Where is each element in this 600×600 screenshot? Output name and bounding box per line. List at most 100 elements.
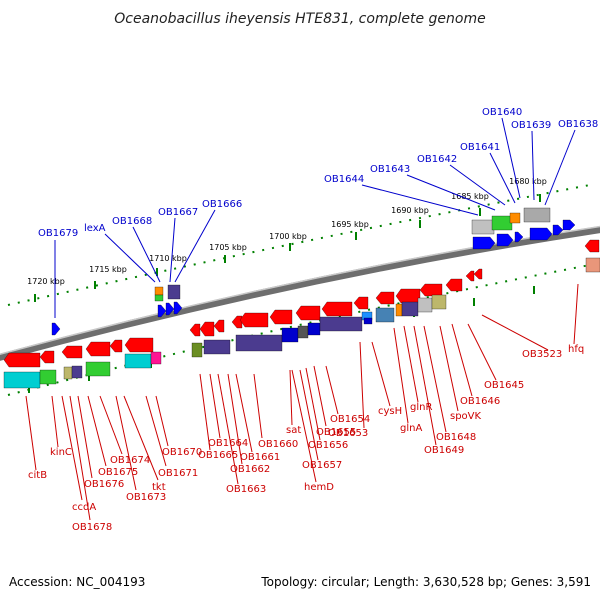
bottom-connector-line	[289, 369, 293, 426]
scale-label: 1680 kbp	[509, 177, 547, 186]
reverse-gene-arrow	[584, 239, 600, 253]
forward-gene-arrow	[157, 304, 167, 318]
bottom-connector-line	[155, 395, 169, 447]
top-connector-line	[501, 117, 521, 199]
gene-label-bottom: OB1674	[110, 455, 150, 466]
gene-label-bottom: OB1653	[328, 428, 368, 439]
lower-feature-box	[417, 297, 433, 313]
top-connector-line	[361, 184, 479, 216]
bottom-connector-line	[61, 395, 83, 501]
lower-feature-box	[395, 303, 403, 317]
upper-feature-box	[471, 219, 495, 235]
bottom-connector-line	[69, 395, 91, 521]
reverse-gene-arrow	[213, 319, 225, 333]
bottom-connector-line	[77, 395, 93, 479]
reverse-gene-arrow	[124, 337, 154, 353]
lower-feature-box	[375, 307, 395, 323]
gene-label-top: OB1644	[324, 174, 364, 185]
gene-label-bottom: OB1662	[230, 464, 270, 475]
figure-title: Oceanobacillus iheyensis HTE831, complet…	[114, 11, 485, 27]
lower-feature-box	[281, 327, 299, 343]
top-connector-line	[174, 209, 216, 283]
label-connectors	[25, 117, 579, 521]
gene-label-bottom: OB1654	[330, 414, 370, 425]
gene-label-bottom: OB1673	[126, 492, 166, 503]
bottom-connector-line	[403, 325, 419, 403]
reverse-gene-arrow	[445, 278, 463, 292]
upper-feature-box	[509, 212, 521, 224]
upper-feature-box	[154, 286, 164, 296]
bottom-connector-line	[371, 341, 391, 407]
scale-label: 1715 kbp	[89, 265, 127, 274]
bottom-connector-line	[481, 314, 549, 351]
forward-gene-arrow	[173, 301, 183, 315]
gene-label-bottom: OB1660	[258, 439, 298, 450]
reverse-gene-arrow	[189, 323, 201, 337]
scale-label: 1700 kbp	[269, 232, 307, 241]
top-connector-line	[169, 217, 176, 283]
gene-label-bottom: OB1665	[198, 450, 238, 461]
gene-label-bottom: hfq	[568, 344, 584, 355]
lower-feature-box	[401, 301, 419, 317]
lower-feature-box	[124, 353, 152, 369]
forward-gene-arrow	[514, 231, 524, 243]
gene-label-bottom: OB1655	[316, 427, 356, 438]
reverse-gene-arrow	[61, 345, 83, 359]
lower-feature-box	[150, 351, 162, 365]
gene-label-bottom: OB1678	[72, 522, 112, 533]
bottom-connector-line	[199, 373, 211, 451]
gene-label-bottom: citB	[28, 470, 47, 481]
upper-scale-line	[7, 184, 591, 306]
gene-label-top: OB1641	[460, 142, 500, 153]
reverse-gene-arrow	[239, 312, 269, 328]
gene-label-bottom: OB1670	[162, 447, 202, 458]
top-connector-line	[104, 233, 156, 283]
reverse-gene-arrow	[109, 339, 123, 353]
lower-feature-box	[191, 342, 203, 358]
top-connector-line	[406, 174, 496, 211]
reverse-gene-arrow	[199, 321, 215, 337]
bottom-connector-line	[573, 283, 579, 345]
upper-feature-box	[491, 215, 513, 231]
scale-label: 1685 kbp	[451, 192, 489, 201]
bottom-connector-line	[25, 395, 37, 471]
gene-label-bottom: OB1663	[226, 484, 266, 495]
gene-label-bottom: OB1646	[460, 396, 500, 407]
lower-feature-box	[3, 371, 41, 389]
lower-feature-box	[297, 325, 309, 339]
top-connector-line	[489, 152, 516, 204]
lower-feature-box	[71, 365, 83, 379]
upper-feature-box	[154, 294, 164, 302]
forward-gene-arrow	[552, 224, 564, 236]
bottom-connector-line	[51, 395, 59, 448]
upper-feature-box	[523, 207, 551, 223]
gene-label-bottom: OB1657	[302, 460, 342, 471]
bottom-connector-line	[87, 395, 107, 467]
gene-label-top: OB1667	[158, 207, 198, 218]
reverse-gene-arrow	[269, 309, 293, 325]
forward-gene-arrow	[51, 322, 61, 336]
gene-label-bottom: cysH	[378, 406, 402, 417]
gene-label-bottom: sat	[286, 425, 301, 436]
lower-feature-box	[319, 316, 363, 332]
accession-text: Accession: NC_004193	[9, 575, 145, 589]
gene-label-bottom: OB1664	[208, 438, 248, 449]
gene-label-bottom: OB3523	[522, 349, 562, 360]
lower-feature-box	[39, 369, 57, 385]
gene-label-top: OB1638	[558, 119, 598, 130]
top-connector-line	[531, 130, 535, 201]
gene-label-bottom: OB1676	[84, 479, 124, 490]
bottom-connector-line	[145, 395, 167, 467]
gene-label-top: OB1643	[370, 164, 410, 175]
gene-label-top: lexA	[84, 223, 106, 234]
top-connector-line	[449, 164, 506, 206]
lower-feature-box	[585, 257, 600, 273]
lower-feature-box	[203, 339, 231, 355]
reverse-gene-arrow	[375, 291, 395, 305]
gene-label-bottom: ccdA	[72, 502, 96, 513]
reverse-gene-arrow	[419, 283, 443, 297]
scale-label: 1695 kbp	[331, 220, 369, 229]
